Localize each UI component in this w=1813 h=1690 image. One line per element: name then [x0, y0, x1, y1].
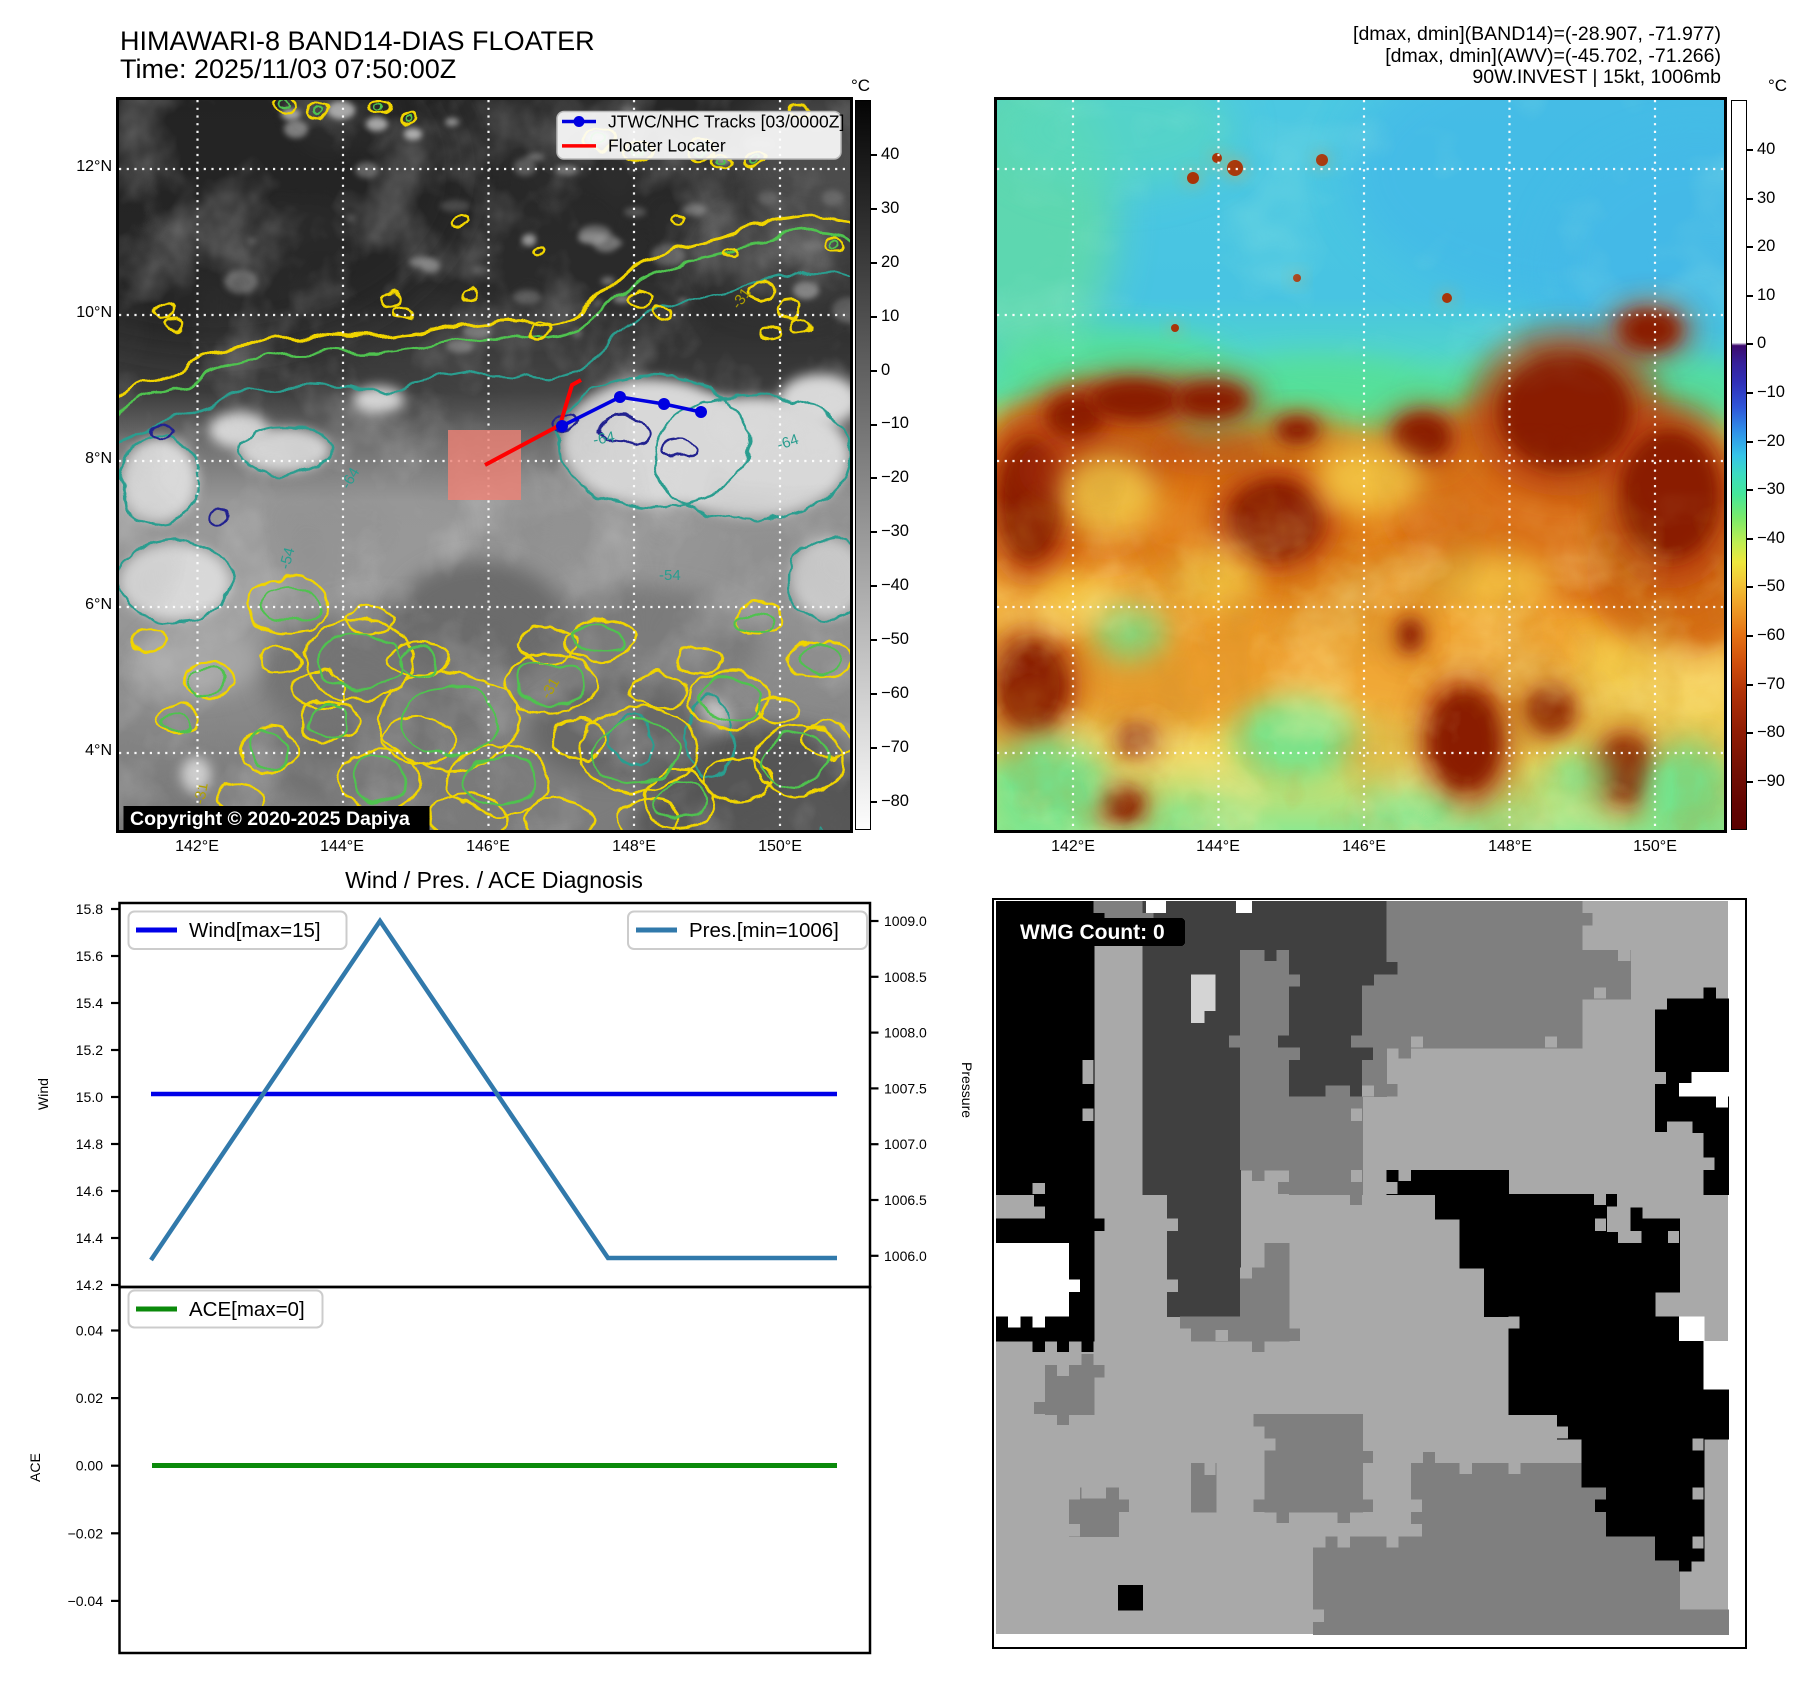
svg-text:Wind: Wind [35, 1078, 51, 1110]
svg-text:0.02: 0.02 [76, 1390, 103, 1406]
svg-text:Pressure: Pressure [959, 1062, 975, 1118]
svg-text:1006.0: 1006.0 [884, 1248, 927, 1264]
svg-text:ACE[max=0]: ACE[max=0] [189, 1298, 305, 1321]
svg-text:14.6: 14.6 [76, 1183, 103, 1199]
svg-text:1009.0: 1009.0 [884, 913, 927, 929]
svg-text:Pres.[min=1006]: Pres.[min=1006] [689, 919, 839, 942]
svg-text:1007.0: 1007.0 [884, 1136, 927, 1152]
svg-text:15.4: 15.4 [76, 995, 103, 1011]
svg-text:1007.5: 1007.5 [884, 1080, 927, 1096]
svg-text:1006.5: 1006.5 [884, 1192, 927, 1208]
svg-text:-64: -64 [774, 431, 800, 454]
svg-text:WMG Count: 0: WMG Count: 0 [1020, 921, 1165, 944]
svg-text:-54: -54 [659, 567, 681, 584]
svg-text:0.00: 0.00 [76, 1458, 103, 1474]
svg-text:ACE: ACE [27, 1453, 43, 1482]
svg-text:JTWC/NHC Tracks [03/0000Z]: JTWC/NHC Tracks [03/0000Z] [608, 112, 844, 132]
svg-text:0.04: 0.04 [76, 1323, 103, 1339]
svg-text:15.8: 15.8 [76, 901, 103, 917]
svg-text:14.8: 14.8 [76, 1136, 103, 1152]
svg-text:Copyright © 2020-2025 Dapiya: Copyright © 2020-2025 Dapiya [130, 808, 410, 830]
svg-text:15.2: 15.2 [76, 1042, 103, 1058]
svg-text:−0.02: −0.02 [68, 1525, 104, 1541]
svg-text:15.6: 15.6 [76, 948, 103, 964]
svg-text:-54: -54 [276, 546, 298, 571]
svg-text:1008.5: 1008.5 [884, 969, 927, 985]
svg-text:−0.04: −0.04 [68, 1593, 104, 1609]
svg-text:14.2: 14.2 [76, 1277, 103, 1293]
svg-text:-31: -31 [191, 781, 212, 805]
svg-text:Floater Locater: Floater Locater [608, 136, 726, 156]
svg-text:1008.0: 1008.0 [884, 1025, 927, 1041]
svg-text:Wind[max=15]: Wind[max=15] [189, 919, 321, 942]
svg-text:14.4: 14.4 [76, 1230, 103, 1246]
svg-text:-64: -64 [591, 428, 615, 449]
svg-text:15.0: 15.0 [76, 1089, 103, 1105]
svg-text:Wind / Pres. / ACE Diagnosis: Wind / Pres. / ACE Diagnosis [345, 867, 643, 893]
